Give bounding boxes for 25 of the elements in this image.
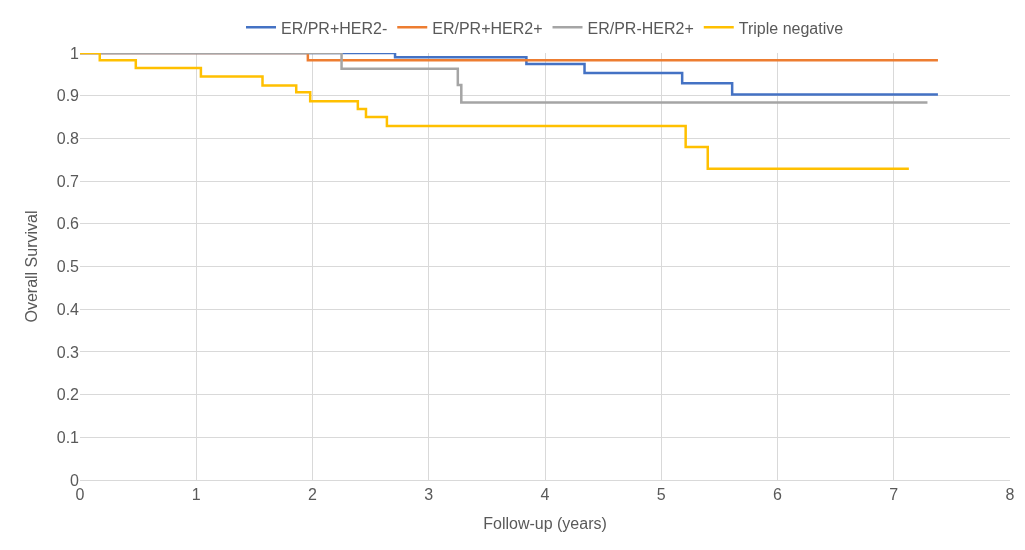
x-tick-label: 4 bbox=[540, 486, 550, 504]
y-tick-label: 0.3 bbox=[56, 343, 80, 361]
y-tick-label: 0.7 bbox=[56, 172, 80, 190]
x-tick-label: 2 bbox=[308, 486, 318, 504]
legend-label: ER/PR+HER2+ bbox=[432, 19, 543, 37]
y-tick-label: 0.5 bbox=[56, 258, 80, 276]
y-tick-label: 0.1 bbox=[56, 428, 80, 446]
x-tick-label: 1 bbox=[191, 486, 201, 504]
y-tick-label: 0.8 bbox=[56, 130, 80, 147]
x-tick-label: 8 bbox=[1005, 486, 1015, 504]
x-tick-label: 7 bbox=[889, 486, 899, 504]
y-tick-label: 0 bbox=[70, 471, 80, 489]
y-tick-label: 1 bbox=[70, 44, 80, 62]
x-tick-label: 3 bbox=[424, 486, 434, 504]
legend-label: ER/PR-HER2+ bbox=[587, 19, 694, 37]
y-tick-label: 0.4 bbox=[56, 300, 80, 318]
y-axis-title: Overall Survival bbox=[22, 210, 40, 323]
legend-label: ER/PR+HER2- bbox=[281, 19, 388, 37]
x-axis-title: Follow-up (years) bbox=[483, 514, 607, 532]
x-tick-label: 5 bbox=[656, 486, 666, 504]
y-tick-label: 0.2 bbox=[56, 386, 80, 404]
y-tick-label: 0.6 bbox=[56, 215, 80, 233]
y-tick-label: 0.9 bbox=[56, 87, 80, 105]
legend-label: Triple negative bbox=[738, 19, 844, 37]
x-tick-label: 6 bbox=[773, 486, 783, 504]
